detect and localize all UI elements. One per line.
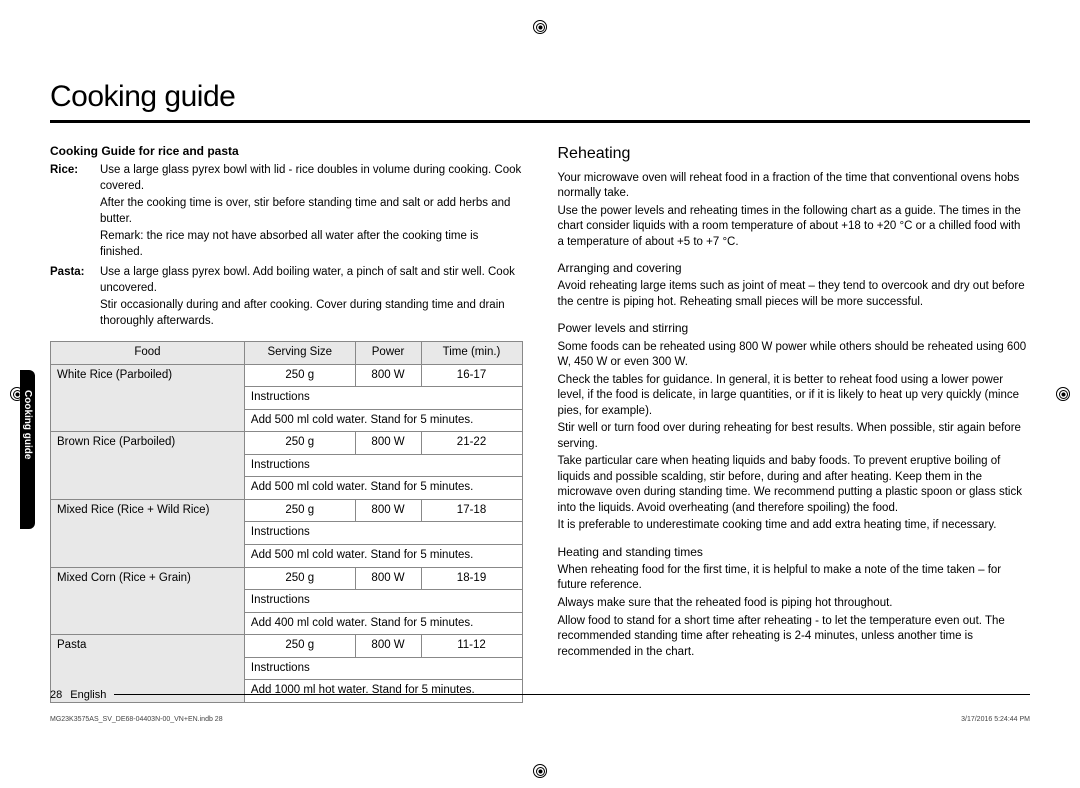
reheating-intro-2: Use the power levels and reheating times… <box>558 204 1031 251</box>
reheating-heading: Reheating <box>558 143 1031 165</box>
instructions-label: Instructions <box>244 387 522 410</box>
data-cell-time: 21-22 <box>421 432 522 455</box>
data-cell-serving: 250 g <box>244 635 355 658</box>
reheating-intro-1: Your microwave oven will reheat food in … <box>558 171 1031 202</box>
rice-instructions: Rice: Use a large glass pyrex bowl with … <box>50 163 523 262</box>
pasta-instructions: Pasta: Use a large glass pyrex bowl. Add… <box>50 265 523 331</box>
data-cell-power: 800 W <box>355 635 421 658</box>
food-cell: White Rice (Parboiled) <box>51 364 245 432</box>
page-language: English <box>70 689 106 701</box>
power-levels-heading: Power levels and stirring <box>558 320 1031 336</box>
arranging-p1: Avoid reheating large items such as join… <box>558 279 1031 310</box>
data-cell-time: 18-19 <box>421 567 522 590</box>
data-cell-power: 800 W <box>355 499 421 522</box>
th-power: Power <box>355 342 421 365</box>
right-column: Reheating Your microwave oven will rehea… <box>558 143 1031 703</box>
page-content: Cooking guide Cooking Guide for rice and… <box>0 0 1080 733</box>
food-cell: Mixed Rice (Rice + Wild Rice) <box>51 499 245 567</box>
table-header-row: Food Serving Size Power Time (min.) <box>51 342 523 365</box>
data-cell-serving: 250 g <box>244 567 355 590</box>
instructions-text: Add 500 ml cold water. Stand for 5 minut… <box>244 409 522 432</box>
rice-p1: Use a large glass pyrex bowl with lid - … <box>100 163 523 194</box>
power-p3: Stir well or turn food over during rehea… <box>558 421 1031 452</box>
power-p1: Some foods can be reheated using 800 W p… <box>558 340 1031 371</box>
power-p4: Take particular care when heating liquid… <box>558 454 1031 516</box>
pasta-text: Use a large glass pyrex bowl. Add boilin… <box>100 265 523 331</box>
power-p5: It is preferable to underestimate cookin… <box>558 518 1031 534</box>
two-column-layout: Cooking Guide for rice and pasta Rice: U… <box>50 143 1030 703</box>
data-cell-serving: 250 g <box>244 432 355 455</box>
data-cell-power: 800 W <box>355 432 421 455</box>
left-column: Cooking Guide for rice and pasta Rice: U… <box>50 143 523 703</box>
heating-p3: Allow food to stand for a short time aft… <box>558 614 1031 661</box>
cooking-guide-table: Food Serving Size Power Time (min.) Whit… <box>50 341 523 702</box>
table-row: Brown Rice (Parboiled)250 g800 W21-22 <box>51 432 523 455</box>
data-cell-power: 800 W <box>355 364 421 387</box>
instructions-label: Instructions <box>244 454 522 477</box>
print-timestamp: 3/17/2016 5:24:44 PM <box>961 716 1030 723</box>
table-row: Mixed Corn (Rice + Grain)250 g800 W18-19 <box>51 567 523 590</box>
power-p2: Check the tables for guidance. In genera… <box>558 373 1031 420</box>
data-cell-serving: 250 g <box>244 364 355 387</box>
instructions-text: Add 400 ml cold water. Stand for 5 minut… <box>244 612 522 635</box>
table-row: Mixed Rice (Rice + Wild Rice)250 g800 W1… <box>51 499 523 522</box>
page-title: Cooking guide <box>50 80 1030 114</box>
page-footer: 28 English <box>50 689 1030 701</box>
footer-rule <box>114 694 1030 695</box>
title-rule <box>50 120 1030 123</box>
instructions-label: Instructions <box>244 522 522 545</box>
instructions-text: Add 500 ml cold water. Stand for 5 minut… <box>244 477 522 500</box>
rice-p2: After the cooking time is over, stir bef… <box>100 196 523 227</box>
data-cell-power: 800 W <box>355 567 421 590</box>
page-number: 28 <box>50 689 62 701</box>
data-cell-time: 11-12 <box>421 635 522 658</box>
th-time: Time (min.) <box>421 342 522 365</box>
data-cell-serving: 250 g <box>244 499 355 522</box>
instructions-label: Instructions <box>244 657 522 680</box>
pasta-p1: Use a large glass pyrex bowl. Add boilin… <box>100 265 523 296</box>
data-cell-time: 17-18 <box>421 499 522 522</box>
registration-mark-bottom <box>533 764 547 778</box>
rice-p3: Remark: the rice may not have absorbed a… <box>100 229 523 260</box>
print-footer: MG23K3575AS_SV_DE68-04403N-00_VN+EN.indb… <box>50 716 1030 723</box>
pasta-label: Pasta: <box>50 265 100 331</box>
table-row: Pasta250 g800 W11-12 <box>51 635 523 658</box>
food-cell: Mixed Corn (Rice + Grain) <box>51 567 245 635</box>
rice-pasta-heading: Cooking Guide for rice and pasta <box>50 143 523 159</box>
data-cell-time: 16-17 <box>421 364 522 387</box>
rice-text: Use a large glass pyrex bowl with lid - … <box>100 163 523 262</box>
food-cell: Brown Rice (Parboiled) <box>51 432 245 500</box>
print-file-name: MG23K3575AS_SV_DE68-04403N-00_VN+EN.indb… <box>50 716 223 723</box>
table-row: White Rice (Parboiled)250 g800 W16-17 <box>51 364 523 387</box>
instructions-label: Instructions <box>244 590 522 613</box>
heating-p2: Always make sure that the reheated food … <box>558 596 1031 612</box>
rice-label: Rice: <box>50 163 100 262</box>
th-serving: Serving Size <box>244 342 355 365</box>
arranging-heading: Arranging and covering <box>558 260 1031 276</box>
heating-p1: When reheating food for the first time, … <box>558 563 1031 594</box>
pasta-p2: Stir occasionally during and after cooki… <box>100 298 523 329</box>
instructions-text: Add 500 ml cold water. Stand for 5 minut… <box>244 544 522 567</box>
heating-times-heading: Heating and standing times <box>558 544 1031 560</box>
th-food: Food <box>51 342 245 365</box>
